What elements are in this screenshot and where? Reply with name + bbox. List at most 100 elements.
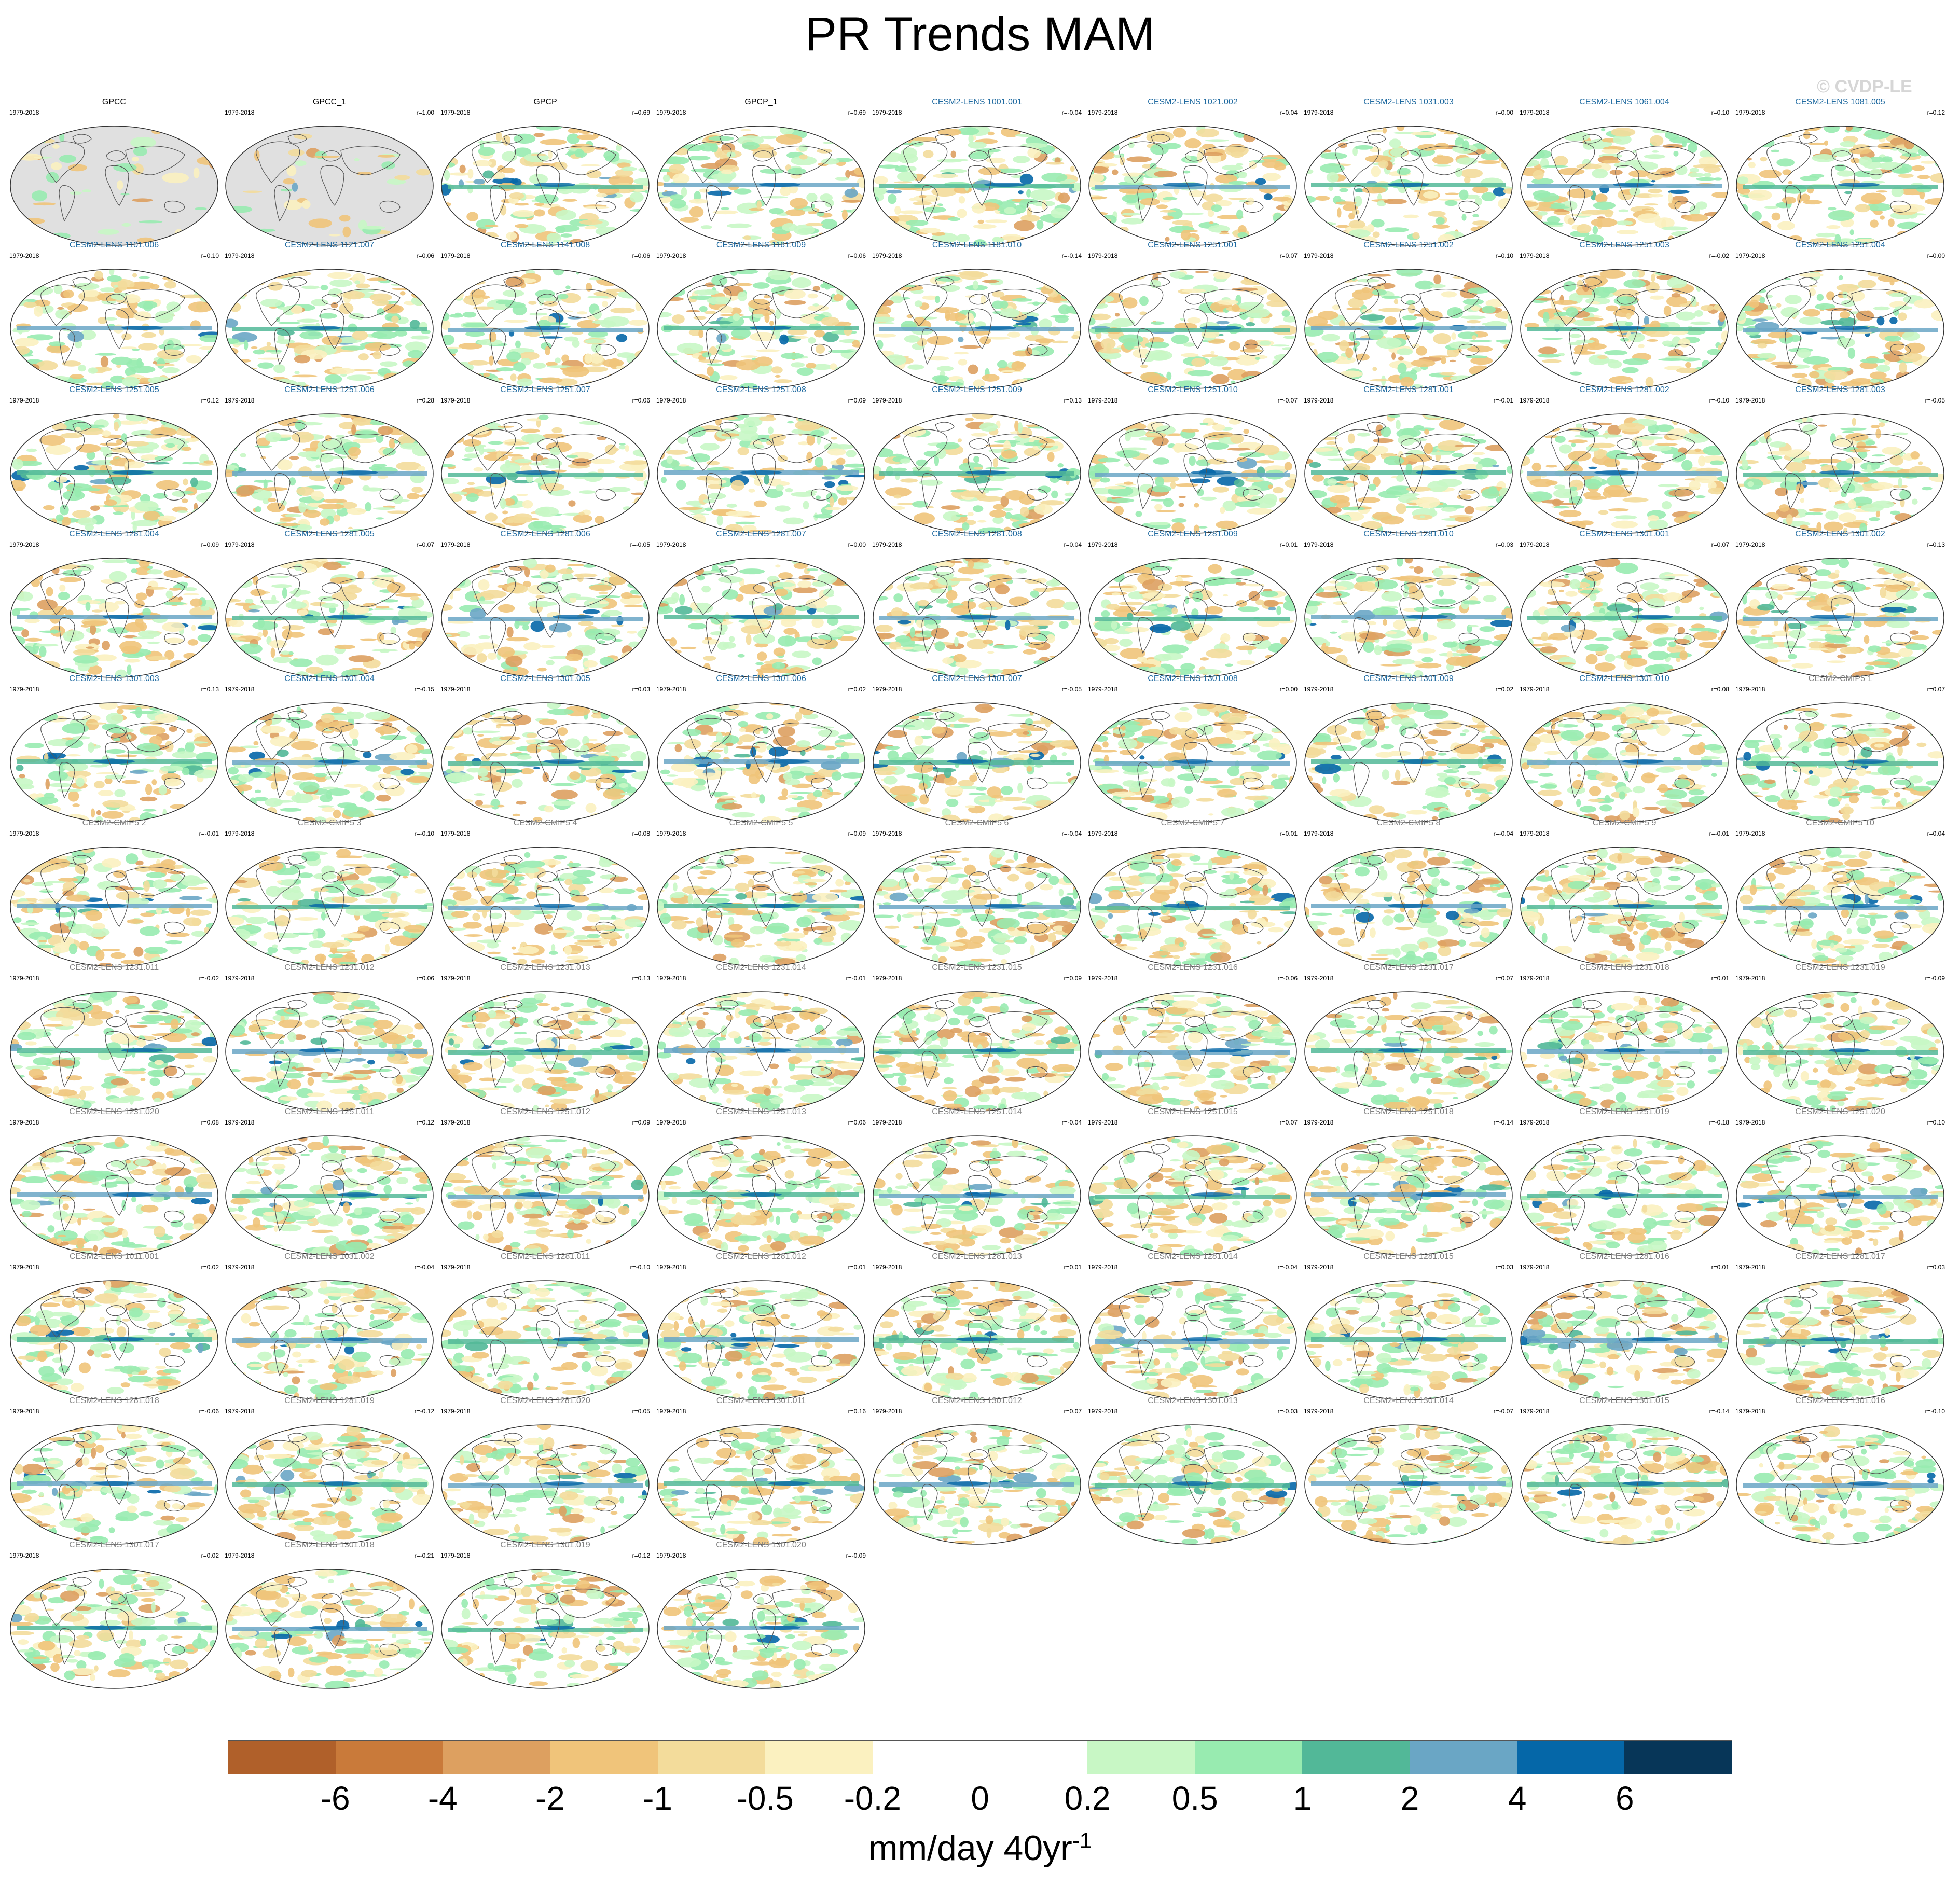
trend-patch <box>1856 239 1876 242</box>
coastline <box>287 277 307 287</box>
trend-patch <box>1206 442 1229 450</box>
trend-patch <box>822 421 849 431</box>
equatorial-band <box>448 185 643 189</box>
panel-correlation: r=0.00 <box>1495 109 1513 116</box>
trend-patch <box>208 424 218 427</box>
trend-patch <box>1645 377 1654 387</box>
trend-patch <box>1255 444 1280 456</box>
trend-patch <box>1238 225 1247 234</box>
trend-patch <box>1061 136 1067 145</box>
trend-patch <box>1050 207 1069 219</box>
trend-patch <box>1091 514 1118 525</box>
trend-patch <box>659 435 675 438</box>
trend-patch <box>1935 423 1944 429</box>
trend-patch <box>1066 136 1081 142</box>
trend-patch <box>1210 351 1215 354</box>
trend-patch <box>35 360 58 371</box>
trend-patch <box>579 220 603 225</box>
trend-patch <box>1736 325 1744 331</box>
coastline <box>105 597 129 638</box>
trend-patch <box>138 343 158 351</box>
trend-patch <box>260 456 266 460</box>
trend-patch <box>1777 221 1795 231</box>
trend-patch <box>226 558 230 566</box>
robinson-map <box>873 269 1081 389</box>
trend-patch <box>811 364 833 370</box>
trend-patch <box>1485 445 1511 451</box>
panel-correlation: r=0.10 <box>1711 109 1729 116</box>
trend-patch <box>359 226 385 230</box>
trend-patch <box>617 414 632 421</box>
trend-patch <box>32 190 47 202</box>
coastline <box>556 288 616 318</box>
trend-patch <box>1877 414 1898 418</box>
trend-patch <box>182 447 192 451</box>
trend-patch <box>261 487 288 491</box>
trend-patch <box>1207 210 1214 217</box>
panel-correlation: r=0.10 <box>1495 252 1513 259</box>
trend-patch <box>239 516 261 526</box>
trend-patch <box>1569 495 1583 505</box>
trend-patch <box>1724 524 1728 529</box>
trend-patch <box>1257 522 1277 529</box>
trend-patch <box>760 169 785 174</box>
panel-period: 1979-2018 <box>1088 109 1118 116</box>
trend-patch <box>226 469 237 477</box>
trend-patch <box>1245 479 1263 482</box>
coastline <box>340 145 401 175</box>
trend-patch <box>1046 377 1061 384</box>
trend-patch <box>1649 295 1665 300</box>
trend-patch <box>816 344 825 354</box>
trend-patch <box>701 126 708 135</box>
coastline <box>1582 422 1602 432</box>
trend-patch <box>1737 136 1754 148</box>
trend-patch <box>182 498 188 504</box>
trend-patch <box>1651 179 1656 183</box>
trend-patch <box>657 135 664 138</box>
trend-patch <box>1877 143 1897 149</box>
trend-patch <box>515 224 529 228</box>
trend-patch <box>894 181 912 184</box>
trend-patch <box>45 444 71 455</box>
coastline <box>274 185 291 222</box>
coastline <box>595 344 616 356</box>
trend-patch <box>1553 506 1569 509</box>
coastline <box>106 294 126 305</box>
trend-patch <box>352 438 377 443</box>
panel-title: CESM2-LENS 1061.004 <box>1579 98 1669 106</box>
trend-patch <box>1201 152 1224 156</box>
trend-patch <box>1236 209 1244 220</box>
trend-patch <box>699 306 708 312</box>
coastline <box>1798 277 1818 287</box>
trend-patch <box>1340 370 1363 378</box>
trend-patch <box>1647 172 1663 181</box>
panel-period: 1979-2018 <box>872 109 902 116</box>
trend-patch <box>320 518 330 526</box>
trend-patch <box>213 306 218 316</box>
trend-patch <box>1860 358 1886 364</box>
trend-patch <box>417 366 427 375</box>
trend-patch <box>335 435 345 438</box>
trend-patch <box>257 362 274 369</box>
trend-patch <box>1928 147 1942 150</box>
coastline <box>1831 453 1855 494</box>
trend-patch <box>482 170 494 179</box>
trend-patch <box>822 135 846 139</box>
trend-patch <box>821 219 838 229</box>
trend-patch <box>1786 514 1793 525</box>
trend-patch <box>241 272 254 277</box>
trend-patch <box>449 172 471 176</box>
trend-patch <box>389 274 409 279</box>
trend-patch <box>463 295 484 306</box>
coastline <box>1151 422 1170 432</box>
trend-patch <box>1316 352 1340 363</box>
coastline <box>1582 134 1602 144</box>
trend-patch <box>700 225 712 229</box>
trend-patch <box>147 656 168 660</box>
trend-patch <box>1800 176 1820 181</box>
trend-patch <box>1837 170 1855 177</box>
trend-patch <box>1483 270 1504 281</box>
trend-patch <box>1220 507 1225 514</box>
coastline <box>1851 288 1911 318</box>
trend-patch <box>1898 173 1914 178</box>
